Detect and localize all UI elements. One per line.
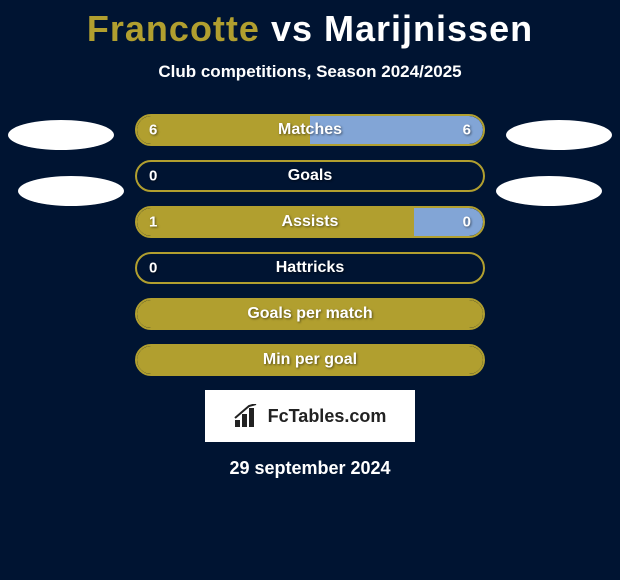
vs-text: vs <box>271 8 313 49</box>
player2-name: Marijnissen <box>324 8 533 49</box>
stat-row-hattricks: Hattricks0 <box>135 252 485 284</box>
logo-box: FcTables.com <box>205 390 415 442</box>
page-title: Francotte vs Marijnissen <box>0 0 620 50</box>
stat-value-right: 0 <box>463 214 471 231</box>
logo-text: FcTables.com <box>268 406 387 427</box>
date-text: 29 september 2024 <box>0 458 620 479</box>
stat-value-right: 6 <box>463 122 471 139</box>
stat-row-min-per-goal: Min per goal <box>135 344 485 376</box>
stat-value-left: 1 <box>149 214 157 231</box>
stat-label: Goals per match <box>137 305 483 323</box>
stat-value-left: 0 <box>149 260 157 277</box>
stat-row-assists: Assists1 0 <box>135 206 485 238</box>
fctables-logo-icon <box>234 404 262 428</box>
stat-row-goals-per-match: Goals per match <box>135 298 485 330</box>
stat-row-matches: Matches6 6 <box>135 114 485 146</box>
stat-label: Goals <box>137 167 483 185</box>
stat-value-left: 6 <box>149 122 157 139</box>
stat-value-left: 0 <box>149 168 157 185</box>
stat-label: Assists <box>137 213 483 231</box>
stat-row-goals: Goals0 <box>135 160 485 192</box>
stat-label: Min per goal <box>137 351 483 369</box>
stats-container: Matches66Goals0Assists10Hattricks0Goals … <box>0 114 620 376</box>
subtitle: Club competitions, Season 2024/2025 <box>0 62 620 82</box>
stat-label: Hattricks <box>137 259 483 277</box>
stat-label: Matches <box>137 121 483 139</box>
player1-name: Francotte <box>87 8 260 49</box>
